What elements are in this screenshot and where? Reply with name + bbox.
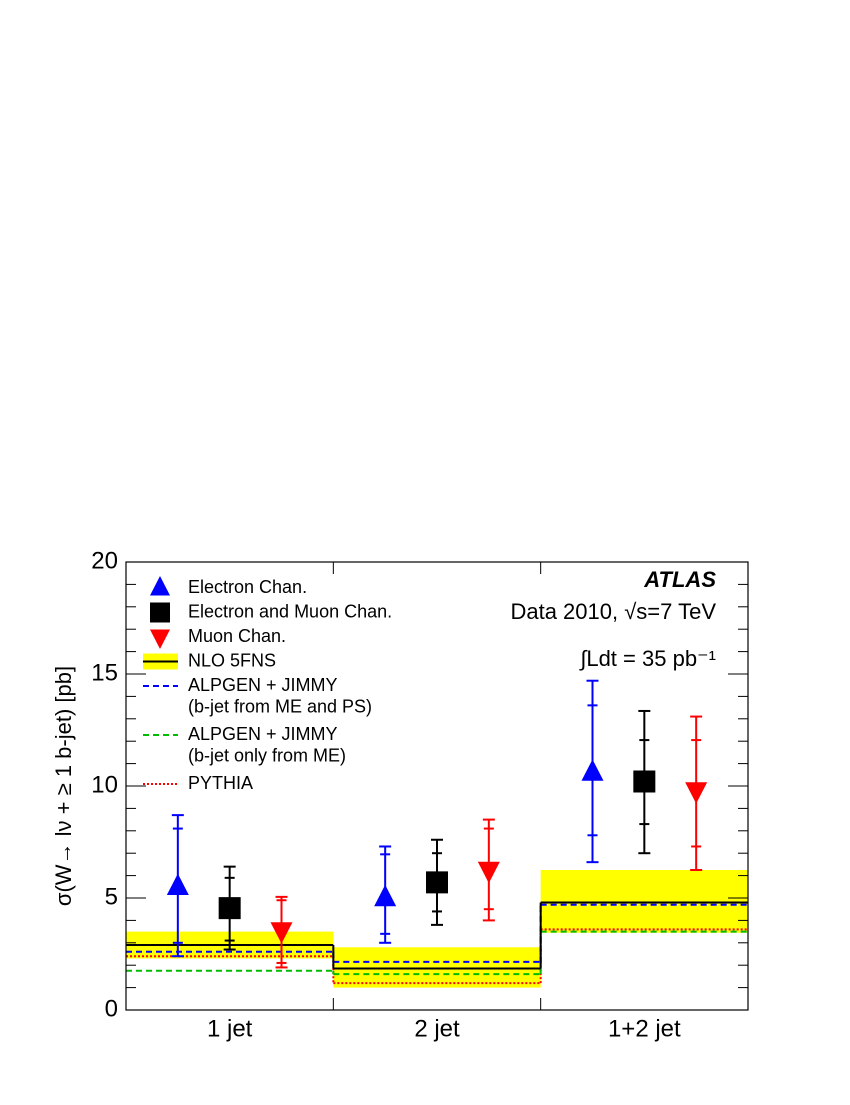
data-point (218, 897, 241, 920)
prediction-band (333, 947, 541, 988)
legend-label: Electron and Muon Chan. (188, 601, 392, 621)
legend-marker (150, 602, 170, 623)
legend-label: ALPGEN + JIMMY (188, 724, 338, 744)
legend-label: PYTHIA (188, 773, 253, 793)
x-tick-label: 1+2 jet (608, 1015, 681, 1042)
y-tick-label: 15 (91, 659, 118, 686)
x-tick-label: 1 jet (207, 1015, 253, 1042)
legend-marker (150, 576, 170, 596)
y-tick-label: 10 (91, 771, 118, 798)
data-point (633, 770, 656, 793)
prediction-band (540, 870, 748, 933)
energy-label: Data 2010, √s=7 TeV (510, 599, 716, 624)
legend-label: Electron Chan. (188, 577, 307, 597)
y-tick-label: 5 (105, 883, 118, 910)
data-point (685, 782, 708, 804)
y-tick-label: 20 (91, 547, 118, 574)
legend-label: Muon Chan. (188, 626, 286, 646)
legend-marker (150, 629, 170, 649)
experiment-label: ATLAS (643, 567, 716, 592)
luminosity-label: ∫Ldt = 35 pb⁻¹ (578, 646, 716, 671)
data-point (426, 871, 448, 894)
legend-label: ALPGEN + JIMMY (188, 675, 338, 695)
data-point (374, 884, 397, 907)
x-tick-label: 2 jet (414, 1015, 460, 1042)
legend-label: NLO 5FNS (188, 650, 276, 670)
data-point (477, 861, 500, 884)
main-layer: 0 5 10 15 20 1 jet 2 jet 1+2 jet Electron Chan. E… (91, 547, 749, 1042)
legend-note: (b-jet only from ME) (188, 745, 346, 765)
y-tick-label: 0 (105, 995, 118, 1022)
data-point (270, 922, 293, 944)
data-point (166, 873, 189, 896)
y-axis-label: σ(W→ lν + ≥ 1 b-jet) [pb] (51, 666, 76, 906)
band-layer (126, 870, 748, 988)
data-point (581, 759, 604, 781)
legend-note: (b-jet from ME and PS) (188, 696, 372, 716)
